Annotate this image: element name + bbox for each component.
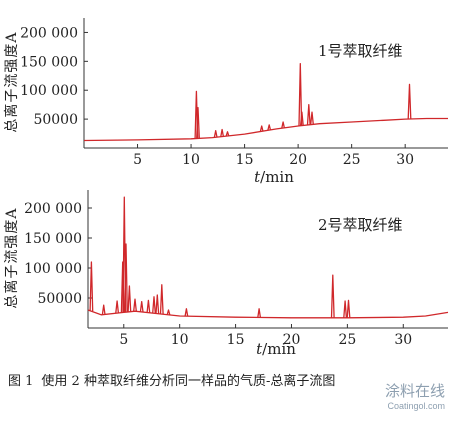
panel2-x-tick-label: 15 <box>227 332 245 348</box>
panel2-baseline-trace <box>87 309 449 319</box>
panel1-peak <box>259 125 264 132</box>
panel2-peak <box>152 296 156 314</box>
caption-number: 图 1 <box>8 374 34 389</box>
panel2-peak <box>139 300 144 312</box>
panel2-peak <box>257 308 262 318</box>
panel1-y-tick-label: 150 000 <box>20 54 78 70</box>
panel2-peak <box>89 261 94 312</box>
panel2-y-tick-label: 150 000 <box>24 231 82 247</box>
panel1-peak <box>213 130 218 138</box>
panel2-y-axis-label: 总离子流强度A <box>3 207 20 308</box>
panel1-x-axis-label: t/min <box>254 168 294 186</box>
panel2-x-tick-label: 30 <box>394 332 412 348</box>
panel2-x-tick-label: 20 <box>283 332 301 348</box>
panel1-peak <box>267 124 272 131</box>
panel2-x-axis-label-var: t <box>256 340 263 358</box>
watermark-en: Coatingol.com <box>387 401 445 411</box>
panel1-y-tick-label: 100 000 <box>20 83 78 99</box>
panel2-peak <box>124 243 128 313</box>
panel2-x-tick-label: 25 <box>338 332 356 348</box>
panel2-peak <box>155 294 160 314</box>
panel2-y-tick-label: 50000 <box>37 291 82 307</box>
panel1-peak <box>220 128 225 137</box>
panel2-peak <box>146 299 151 313</box>
panel2-x-axis-label: t/min <box>256 340 296 358</box>
panel2-peak <box>346 299 351 318</box>
panel1-x-tick-label: 15 <box>236 152 254 168</box>
panel1-annotation: 1号萃取纤维 <box>318 42 403 60</box>
panel2-y-tick-label: 100 000 <box>24 261 82 277</box>
panel2-x-tick-label: 10 <box>171 332 189 348</box>
panel2-peak <box>166 309 171 315</box>
panel1-x-tick-label: 25 <box>343 152 361 168</box>
panel1-y-axis-label: 总离子流强度A <box>3 31 20 132</box>
panel1-peak <box>281 121 286 129</box>
panel2-peak <box>115 300 120 314</box>
panel1-baseline-trace <box>83 117 448 142</box>
panel1-y-tick-label: 50000 <box>33 112 78 128</box>
panel1-peak <box>310 111 314 125</box>
panel2-peak <box>159 284 164 315</box>
panel1-x-axis-label-var: t <box>254 168 261 186</box>
panel2-peak <box>133 298 137 312</box>
panel2-peak <box>343 300 348 318</box>
figure-caption: 图 1 使用 2 种萃取纤维分析同一样品的气质-总离子流图 <box>8 372 448 392</box>
watermark: 涂料在线 Coatingol.com <box>385 380 445 411</box>
panel2-peak <box>101 304 106 315</box>
panel1-x-tick-label: 30 <box>396 152 414 168</box>
panel1-peak <box>196 106 200 139</box>
panel1-x-tick-label: 5 <box>133 152 142 168</box>
panel2-peak <box>127 285 132 312</box>
panel2-y-tick-label: 200 000 <box>24 201 82 217</box>
panel2-peak <box>184 308 189 317</box>
panel1-x-tick-label: 20 <box>289 152 307 168</box>
panel1-y-tick-label: 200 000 <box>20 25 78 41</box>
panel1-peak <box>306 104 311 125</box>
panel2-annotation: 2号萃取纤维 <box>318 216 403 234</box>
panel1-peak <box>407 83 412 120</box>
watermark-cn: 涂料在线 <box>384 383 445 400</box>
panel1-peak <box>225 131 230 137</box>
panel1-peak <box>299 111 304 126</box>
panel2-peak <box>330 274 335 318</box>
panel1-x-axis-label-unit: /min <box>260 168 294 186</box>
caption-text: 使用 2 种萃取纤维分析同一样品的气质-总离子流图 <box>41 374 336 389</box>
panel2-x-tick-label: 5 <box>119 332 128 348</box>
panel2-x-axis-label-unit: /min <box>262 340 296 358</box>
panel1-peak <box>298 62 303 126</box>
panel1-x-tick-label: 10 <box>182 152 200 168</box>
